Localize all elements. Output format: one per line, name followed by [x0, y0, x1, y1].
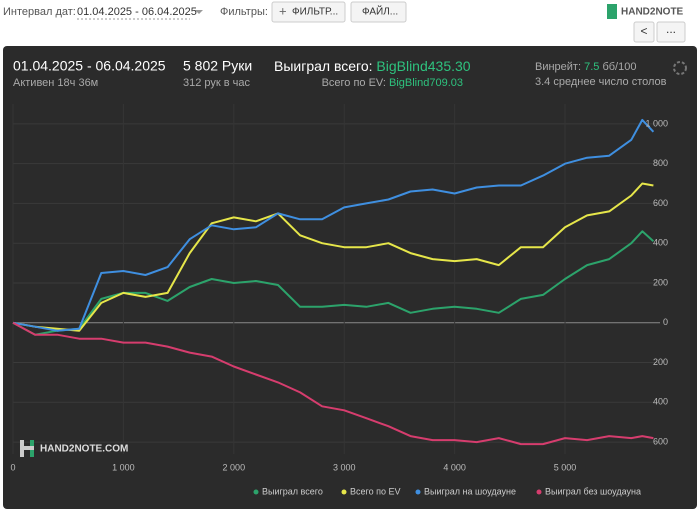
winrate-label: Винрейт: [535, 61, 581, 73]
back-button[interactable] [633, 21, 655, 43]
panel [3, 46, 697, 509]
winrate-value: 7.5 [584, 61, 599, 73]
won-label: Выиграл всего: [274, 58, 373, 74]
period: 01.04.2025 - 06.04.2025 [13, 58, 166, 74]
file-button[interactable] [350, 1, 407, 23]
won-value: BigBlind435.30 [376, 58, 470, 74]
ev-value: BigBlind709.03 [389, 77, 463, 89]
y-tick-label: 1 000 [645, 118, 668, 128]
more-button-text: ... [666, 22, 676, 36]
y-tick-label: 600 [653, 436, 668, 446]
watermark: HAND2NOTE.COM [20, 440, 128, 457]
date-label: Интервал дат: [3, 6, 76, 18]
series-line [12, 321, 654, 446]
date-range[interactable]: 01.04.2025 - 06.04.2025 [77, 6, 197, 18]
won-total: Выиграл всего: BigBlind435.30 [274, 58, 471, 74]
legend-label: Выиграл всего [262, 486, 323, 496]
legend-marker [536, 489, 542, 495]
watermark-icon [20, 446, 34, 450]
legend-marker [341, 489, 347, 495]
y-tick-label: 400 [653, 397, 668, 407]
x-tick-label: 0 [10, 462, 15, 472]
y-tick-label: 0 [663, 317, 668, 327]
y-tick-label: 200 [653, 357, 668, 367]
file-button-text: ФАЙЛ... [362, 5, 398, 18]
filter-button[interactable] [271, 1, 346, 23]
series-line [12, 118, 655, 332]
legend-label: Выиграл без шоудауна [545, 486, 641, 496]
x-tick-label: 3 000 [333, 462, 356, 472]
plus-icon: + [279, 3, 287, 18]
series-line [12, 182, 654, 332]
legend-marker [415, 489, 421, 495]
logo-icon [607, 4, 617, 19]
y-tick-label: 200 [653, 277, 668, 287]
date-caret [195, 10, 203, 14]
y-tick-label: 400 [653, 238, 668, 248]
winrate: Винрейт: 7.5 бб/100 [535, 61, 636, 73]
hands-per-hour: 312 рук в час [183, 77, 251, 89]
more-button[interactable] [656, 21, 686, 43]
ev-total: Всего по EV: BigBlind709.03 [322, 77, 463, 89]
legend-label: Выиграл на шоудауне [424, 486, 516, 496]
filters-label: Фильтры: [220, 6, 268, 18]
hands: 5 802 Руки [183, 58, 252, 74]
back-button-text: < [640, 24, 647, 38]
x-tick-label: 4 000 [443, 462, 466, 472]
x-tick-label: 1 000 [112, 462, 135, 472]
tables: 3.4 среднее число столов [535, 76, 667, 88]
y-tick-label: 600 [653, 198, 668, 208]
x-tick-label: 5 000 [554, 462, 577, 472]
legend-marker [253, 489, 259, 495]
settings-icon[interactable] [673, 61, 687, 75]
x-tick-label: 2 000 [223, 462, 246, 472]
winrate-unit: бб/100 [602, 61, 636, 73]
legend-label: Всего по EV [350, 486, 400, 496]
ev-label: Всего по EV: [322, 77, 386, 89]
filter-button-text: ФИЛЬТР... [292, 7, 338, 18]
logo: HAND2NOTE [621, 7, 684, 18]
watermark-text: HAND2NOTE.COM [40, 444, 128, 455]
active-time: Активен 18ч 36м [13, 77, 98, 89]
y-tick-label: 800 [653, 158, 668, 168]
